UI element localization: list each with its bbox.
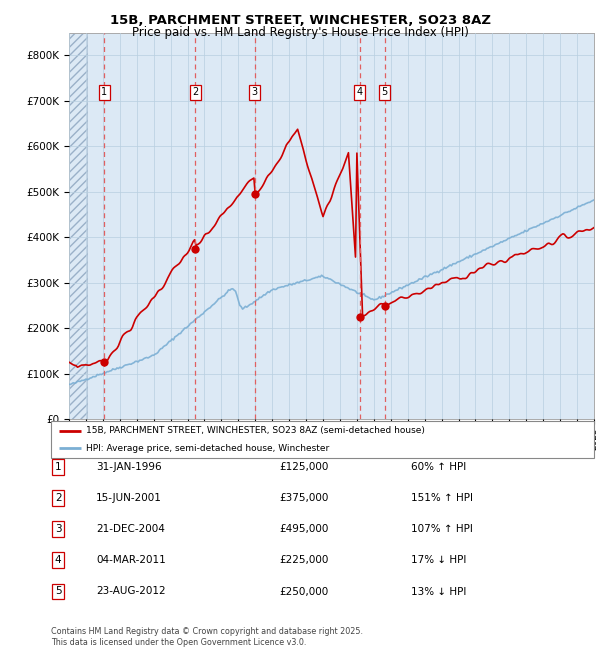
- Text: 1: 1: [101, 88, 107, 97]
- Text: £250,000: £250,000: [279, 586, 328, 597]
- Text: 21-DEC-2004: 21-DEC-2004: [96, 524, 165, 534]
- Text: 04-MAR-2011: 04-MAR-2011: [96, 555, 166, 566]
- Text: 17% ↓ HPI: 17% ↓ HPI: [411, 555, 466, 566]
- Text: 2: 2: [55, 493, 62, 503]
- Text: 151% ↑ HPI: 151% ↑ HPI: [411, 493, 473, 503]
- Text: 1: 1: [55, 462, 62, 472]
- Text: 15B, PARCHMENT STREET, WINCHESTER, SO23 8AZ: 15B, PARCHMENT STREET, WINCHESTER, SO23 …: [110, 14, 491, 27]
- Text: 13% ↓ HPI: 13% ↓ HPI: [411, 586, 466, 597]
- Text: £375,000: £375,000: [279, 493, 328, 503]
- Text: 3: 3: [55, 524, 62, 534]
- Text: 31-JAN-1996: 31-JAN-1996: [96, 462, 161, 472]
- Text: 5: 5: [55, 586, 62, 597]
- Text: 15B, PARCHMENT STREET, WINCHESTER, SO23 8AZ (semi-detached house): 15B, PARCHMENT STREET, WINCHESTER, SO23 …: [86, 426, 425, 436]
- Text: 107% ↑ HPI: 107% ↑ HPI: [411, 524, 473, 534]
- Text: £125,000: £125,000: [279, 462, 328, 472]
- Text: 4: 4: [357, 88, 363, 97]
- Text: 15-JUN-2001: 15-JUN-2001: [96, 493, 162, 503]
- Text: 3: 3: [252, 88, 258, 97]
- Text: 23-AUG-2012: 23-AUG-2012: [96, 586, 166, 597]
- Text: HPI: Average price, semi-detached house, Winchester: HPI: Average price, semi-detached house,…: [86, 443, 329, 452]
- Text: Price paid vs. HM Land Registry's House Price Index (HPI): Price paid vs. HM Land Registry's House …: [131, 26, 469, 39]
- Text: £495,000: £495,000: [279, 524, 328, 534]
- Text: 60% ↑ HPI: 60% ↑ HPI: [411, 462, 466, 472]
- Text: Contains HM Land Registry data © Crown copyright and database right 2025.
This d: Contains HM Land Registry data © Crown c…: [51, 627, 363, 647]
- Text: £225,000: £225,000: [279, 555, 328, 566]
- FancyBboxPatch shape: [51, 421, 594, 458]
- Text: 4: 4: [55, 555, 62, 566]
- Text: 5: 5: [382, 88, 388, 97]
- Text: 2: 2: [192, 88, 199, 97]
